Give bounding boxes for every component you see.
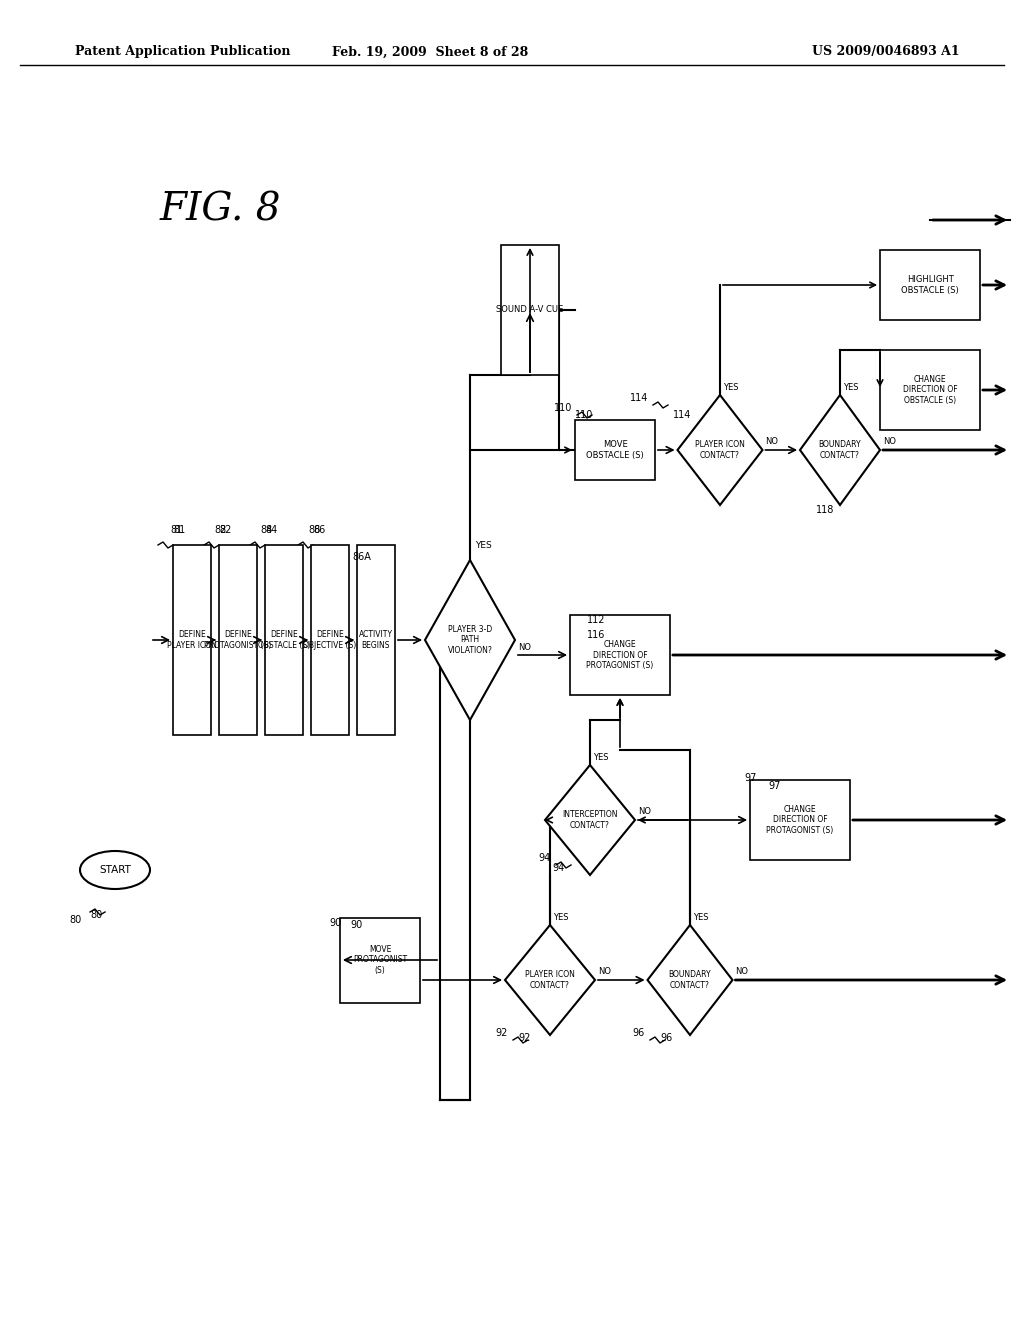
Text: 90: 90	[350, 920, 362, 931]
Text: DEFINE
PLAYER ICON: DEFINE PLAYER ICON	[167, 630, 217, 649]
Text: 82: 82	[219, 525, 231, 535]
Text: PLAYER ICON
CONTACT?: PLAYER ICON CONTACT?	[525, 970, 574, 990]
Text: 114: 114	[630, 393, 648, 403]
Ellipse shape	[80, 851, 150, 888]
Bar	[311, 545, 349, 735]
Text: 114: 114	[673, 411, 691, 420]
Text: 94: 94	[539, 853, 551, 863]
Text: SOUND A-V CUE: SOUND A-V CUE	[497, 305, 563, 314]
Text: 112: 112	[587, 615, 605, 624]
Text: 110: 110	[575, 411, 593, 420]
Text: YES: YES	[553, 913, 568, 923]
Text: 80: 80	[70, 915, 82, 925]
Text: NO: NO	[766, 437, 778, 446]
Text: 90: 90	[330, 917, 342, 928]
Text: HIGHLIGHT
OBSTACLE (S): HIGHLIGHT OBSTACLE (S)	[901, 276, 958, 294]
Polygon shape	[505, 925, 595, 1035]
Bar	[750, 780, 850, 861]
Bar	[340, 917, 420, 1002]
Text: 97: 97	[768, 781, 780, 791]
Bar	[880, 350, 980, 430]
Text: YES: YES	[843, 384, 858, 392]
Text: INTERCEPTION
CONTACT?: INTERCEPTION CONTACT?	[562, 810, 617, 830]
Text: 86A: 86A	[352, 552, 371, 562]
Text: YES: YES	[693, 913, 709, 923]
Text: MOVE
OBSTACLE (S): MOVE OBSTACLE (S)	[586, 441, 644, 459]
Text: MOVE
PROTAGONIST
(S): MOVE PROTAGONIST (S)	[353, 945, 408, 975]
Text: 84: 84	[260, 525, 272, 535]
Text: 96: 96	[660, 1034, 672, 1043]
Text: DEFINE
OBJECTIVE (S): DEFINE OBJECTIVE (S)	[303, 630, 356, 649]
Text: ACTIVITY
BEGINS: ACTIVITY BEGINS	[359, 630, 393, 649]
Text: NO: NO	[883, 437, 896, 446]
Bar	[501, 246, 559, 375]
Text: START: START	[99, 865, 131, 875]
Text: CHANGE
DIRECTION OF
OBSTACLE (S): CHANGE DIRECTION OF OBSTACLE (S)	[903, 375, 957, 405]
Text: NO: NO	[638, 808, 651, 817]
Text: NO: NO	[518, 643, 531, 652]
Polygon shape	[800, 395, 880, 506]
Bar	[173, 545, 211, 735]
Text: 116: 116	[587, 630, 605, 640]
Text: 86: 86	[313, 525, 326, 535]
Text: 118: 118	[816, 506, 835, 515]
Text: BOUNDARY
CONTACT?: BOUNDARY CONTACT?	[818, 441, 861, 459]
Text: NO: NO	[735, 968, 749, 977]
Text: Feb. 19, 2009  Sheet 8 of 28: Feb. 19, 2009 Sheet 8 of 28	[332, 45, 528, 58]
Text: 97: 97	[744, 774, 757, 783]
Text: 96: 96	[633, 1028, 645, 1038]
Text: NO: NO	[598, 968, 611, 977]
Polygon shape	[647, 925, 732, 1035]
Text: Patent Application Publication: Patent Application Publication	[75, 45, 291, 58]
Text: YES: YES	[723, 384, 738, 392]
Text: CHANGE
DIRECTION OF
PROTAGONIST (S): CHANGE DIRECTION OF PROTAGONIST (S)	[587, 640, 653, 671]
Bar	[357, 545, 395, 735]
Bar	[219, 545, 257, 735]
Text: 92: 92	[518, 1034, 530, 1043]
Text: CHANGE
DIRECTION OF
PROTAGONIST (S): CHANGE DIRECTION OF PROTAGONIST (S)	[766, 805, 834, 836]
Text: 82: 82	[214, 525, 226, 535]
Text: YES: YES	[593, 754, 608, 763]
Bar	[570, 615, 670, 696]
Polygon shape	[545, 766, 635, 875]
Text: DEFINE
OBSTACLE (S): DEFINE OBSTACLE (S)	[258, 630, 310, 649]
Polygon shape	[678, 395, 763, 506]
Text: YES: YES	[475, 540, 492, 549]
Text: 81: 81	[170, 525, 182, 535]
Text: 94: 94	[552, 863, 564, 873]
Text: 92: 92	[496, 1028, 508, 1038]
Text: 86: 86	[308, 525, 321, 535]
Bar	[265, 545, 303, 735]
Text: 110: 110	[554, 403, 572, 413]
Text: 81: 81	[173, 525, 185, 535]
Text: FIG. 8: FIG. 8	[160, 191, 281, 228]
Text: BOUNDARY
CONTACT?: BOUNDARY CONTACT?	[669, 970, 712, 990]
Polygon shape	[425, 560, 515, 719]
Text: 80: 80	[90, 909, 102, 920]
Text: 84: 84	[265, 525, 278, 535]
Bar	[880, 249, 980, 319]
Bar	[575, 420, 655, 480]
Text: PLAYER ICON
CONTACT?: PLAYER ICON CONTACT?	[695, 441, 744, 459]
Text: US 2009/0046893 A1: US 2009/0046893 A1	[812, 45, 961, 58]
Text: PLAYER 3-D
PATH
VIOLATION?: PLAYER 3-D PATH VIOLATION?	[447, 626, 493, 655]
Text: DEFINE
PROTAGONIST (S): DEFINE PROTAGONIST (S)	[205, 630, 271, 649]
